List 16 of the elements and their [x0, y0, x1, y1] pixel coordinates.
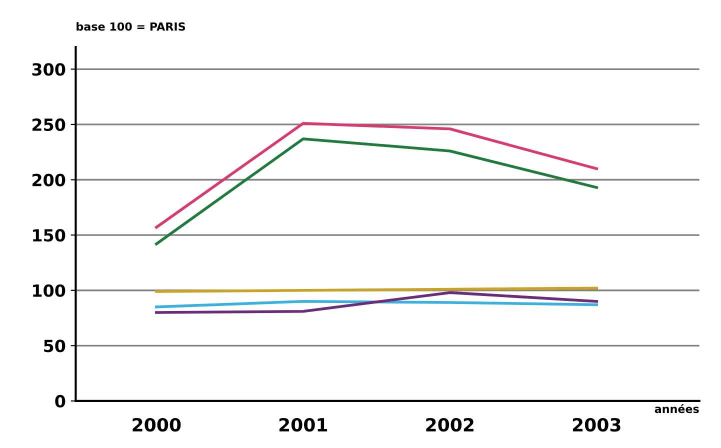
y-tick-label: 150 [33, 229, 66, 242]
x-tick-label: 2002 [426, 418, 474, 432]
x-axis-title: années [654, 404, 699, 414]
line-series [155, 137, 598, 246]
y-tick-label: 100 [33, 284, 66, 297]
x-tick-label: 2001 [279, 418, 328, 432]
y-tick-label: 200 [32, 174, 66, 186]
y-axis-title: base 100 = PARIS [76, 22, 186, 31]
line-series [155, 291, 598, 314]
line-series [155, 122, 598, 229]
x-tick-label: 2000 [132, 418, 181, 432]
y-tick-label: 50 [44, 340, 66, 352]
y-tick-label: 300 [32, 63, 66, 76]
y-tick-label: 250 [32, 118, 66, 132]
y-tick-label: 0 [55, 394, 66, 408]
x-tick-label: 2003 [572, 418, 620, 432]
